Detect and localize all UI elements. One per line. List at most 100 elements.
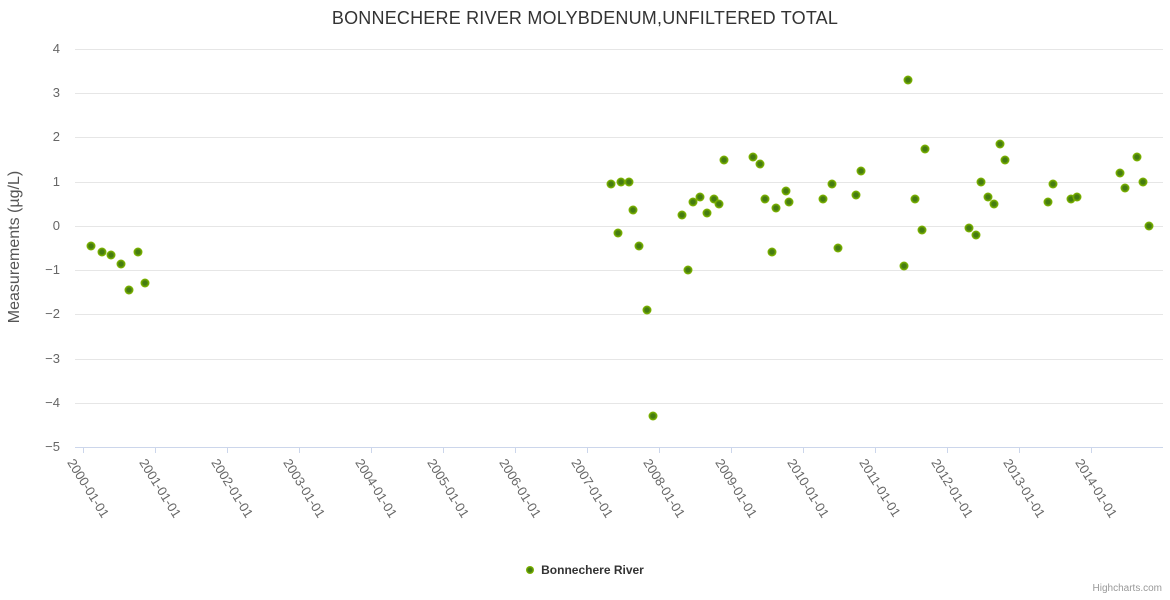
data-point[interactable]	[767, 247, 777, 257]
data-point[interactable]	[1120, 183, 1130, 193]
highcharts-credit-link[interactable]: Highcharts.com	[1092, 583, 1162, 594]
x-tick-label: 2004-01-01	[352, 456, 401, 521]
x-tick-mark	[227, 447, 228, 453]
x-tick-label: 2009-01-01	[712, 456, 761, 521]
data-point[interactable]	[833, 243, 843, 253]
data-point[interactable]	[771, 203, 781, 213]
data-point[interactable]	[818, 194, 828, 204]
data-point[interactable]	[1072, 192, 1082, 202]
gridline-y--3	[75, 359, 1163, 360]
data-point[interactable]	[856, 166, 866, 176]
data-point[interactable]	[683, 265, 693, 275]
data-point[interactable]	[116, 259, 126, 268]
data-point[interactable]	[903, 75, 913, 85]
data-point[interactable]	[124, 285, 134, 295]
data-point[interactable]	[964, 223, 974, 233]
data-point[interactable]	[976, 177, 986, 187]
data-point[interactable]	[606, 179, 616, 189]
y-tick-label: 4	[52, 41, 60, 56]
data-point[interactable]	[719, 155, 729, 165]
data-point[interactable]	[133, 247, 143, 257]
data-point[interactable]	[648, 411, 658, 421]
data-point[interactable]	[1144, 221, 1154, 231]
x-axis-line	[75, 447, 1163, 448]
data-point[interactable]	[677, 210, 687, 220]
x-tick-label: 2000-01-01	[64, 456, 113, 521]
data-point[interactable]	[688, 197, 698, 207]
x-tick-mark	[299, 447, 300, 453]
data-point[interactable]	[709, 194, 719, 204]
x-tick-label: 2010-01-01	[784, 456, 833, 521]
data-point[interactable]	[1000, 155, 1010, 165]
data-point[interactable]	[97, 247, 107, 257]
x-tick-mark	[155, 447, 156, 453]
x-tick-label: 2014-01-01	[1072, 456, 1121, 521]
data-point[interactable]	[624, 177, 634, 187]
x-tick-label: 2008-01-01	[640, 456, 689, 521]
data-point[interactable]	[784, 197, 794, 207]
data-point[interactable]	[983, 192, 993, 202]
legend-item-bonnechere-river[interactable]: Bonnechere River	[0, 563, 1170, 577]
legend-marker-icon	[526, 566, 535, 574]
data-point[interactable]	[1115, 168, 1125, 178]
x-tick-mark	[659, 447, 660, 453]
x-tick-mark	[1091, 447, 1092, 453]
y-tick-label: −2	[45, 306, 60, 321]
y-tick-label: 0	[52, 218, 60, 233]
x-tick-label: 2013-01-01	[1000, 456, 1049, 521]
x-tick-mark	[875, 447, 876, 453]
data-point[interactable]	[781, 186, 791, 195]
x-tick-mark	[443, 447, 444, 453]
gridline-y-0	[75, 226, 1163, 227]
gridline-y--4	[75, 403, 1163, 404]
chart-title: BONNECHERE RIVER MOLYBDENUM,UNFILTERED T…	[331, 8, 839, 28]
data-point[interactable]	[86, 241, 96, 251]
data-point[interactable]	[1132, 152, 1142, 162]
data-point[interactable]	[616, 177, 626, 187]
data-point[interactable]	[920, 144, 930, 153]
data-point[interactable]	[1043, 197, 1053, 207]
data-point[interactable]	[642, 305, 652, 315]
x-tick-mark	[1019, 447, 1020, 453]
gridline-y--2	[75, 314, 1163, 315]
data-point[interactable]	[995, 139, 1005, 149]
data-point[interactable]	[910, 194, 920, 204]
data-point[interactable]	[917, 225, 927, 235]
data-point[interactable]	[755, 159, 765, 169]
data-point[interactable]	[851, 190, 861, 200]
data-point[interactable]	[899, 261, 909, 271]
data-point[interactable]	[140, 278, 150, 288]
y-tick-label: 2	[52, 129, 60, 144]
data-point[interactable]	[613, 228, 623, 237]
data-point[interactable]	[628, 205, 638, 215]
x-tick-label: 2007-01-01	[568, 456, 617, 521]
data-point[interactable]	[989, 199, 999, 209]
data-point[interactable]	[106, 250, 116, 260]
y-tick-label: −3	[45, 351, 60, 366]
y-tick-label: −4	[45, 395, 60, 410]
x-tick-label: 2006-01-01	[496, 456, 545, 521]
data-point[interactable]	[702, 208, 712, 218]
x-tick-mark	[587, 447, 588, 453]
data-point[interactable]	[1138, 177, 1148, 187]
data-point[interactable]	[714, 199, 724, 209]
data-point[interactable]	[971, 230, 981, 240]
data-point[interactable]	[634, 241, 644, 251]
x-tick-mark	[515, 447, 516, 453]
y-tick-label: 3	[52, 85, 60, 100]
data-point[interactable]	[748, 152, 758, 162]
y-tick-label: −1	[45, 262, 60, 277]
x-tick-mark	[803, 447, 804, 453]
x-tick-mark	[947, 447, 948, 453]
data-point[interactable]	[1066, 194, 1076, 204]
gridline-y-2	[75, 137, 1163, 138]
data-point[interactable]	[1048, 179, 1058, 189]
y-tick-label: 1	[52, 174, 60, 189]
x-tick-mark	[371, 447, 372, 453]
x-tick-label: 2012-01-01	[928, 456, 977, 521]
legend-series-label: Bonnechere River	[541, 563, 644, 577]
data-point[interactable]	[760, 194, 770, 204]
x-tick-mark	[83, 447, 84, 453]
data-point[interactable]	[695, 192, 705, 202]
data-point[interactable]	[827, 179, 837, 189]
